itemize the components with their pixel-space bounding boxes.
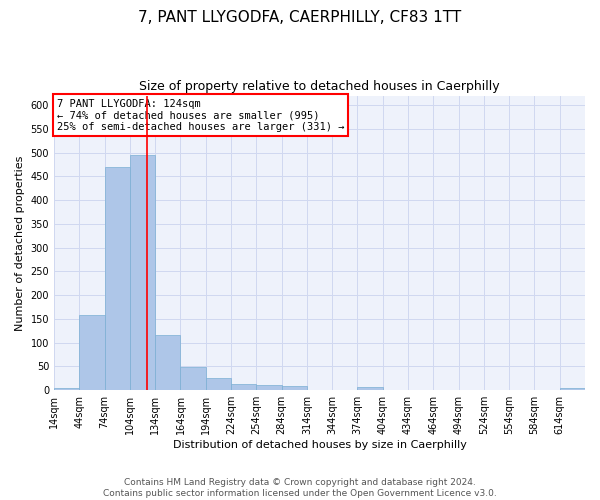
Bar: [231, 384, 256, 390]
Title: Size of property relative to detached houses in Caerphilly: Size of property relative to detached ho…: [139, 80, 500, 93]
Bar: [54, 388, 79, 390]
Bar: [181, 368, 206, 390]
Bar: [79, 315, 104, 390]
Bar: [256, 384, 281, 390]
Bar: [281, 386, 307, 390]
Text: 7, PANT LLYGODFA, CAERPHILLY, CF83 1TT: 7, PANT LLYGODFA, CAERPHILLY, CF83 1TT: [139, 10, 461, 25]
Bar: [130, 155, 155, 390]
Bar: [358, 388, 383, 390]
Text: Contains HM Land Registry data © Crown copyright and database right 2024.
Contai: Contains HM Land Registry data © Crown c…: [103, 478, 497, 498]
Bar: [206, 378, 231, 390]
Text: 7 PANT LLYGODFA: 124sqm
← 74% of detached houses are smaller (995)
25% of semi-d: 7 PANT LLYGODFA: 124sqm ← 74% of detache…: [56, 98, 344, 132]
X-axis label: Distribution of detached houses by size in Caerphilly: Distribution of detached houses by size …: [173, 440, 466, 450]
Bar: [104, 167, 130, 390]
Bar: [155, 334, 181, 390]
Y-axis label: Number of detached properties: Number of detached properties: [15, 155, 25, 330]
Bar: [560, 388, 585, 390]
